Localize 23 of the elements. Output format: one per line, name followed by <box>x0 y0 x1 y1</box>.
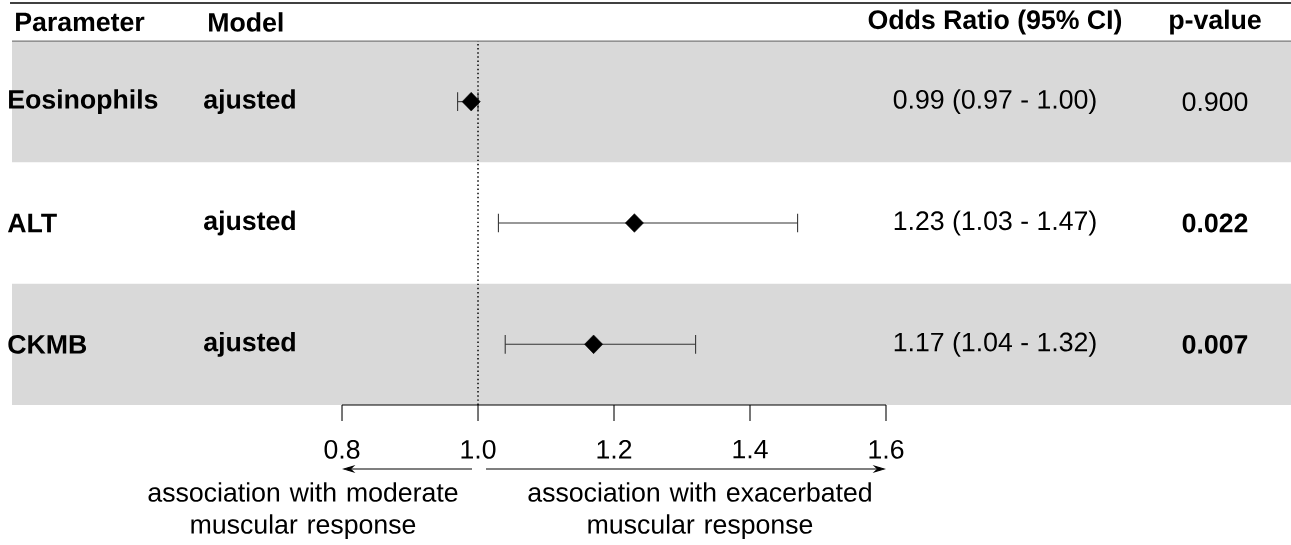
x-tick-label: 1.6 <box>869 439 904 459</box>
text: association with exacerbated muscular response <box>528 482 871 540</box>
text: Odds Ratio (95% CI) <box>868 9 1122 35</box>
text: 0.007 <box>1182 334 1248 354</box>
text: Model <box>209 12 283 32</box>
x-tick-label: 1.2 <box>597 439 632 459</box>
x-tick-label: 1.4 <box>733 439 768 459</box>
text: 0.022 <box>1182 213 1248 233</box>
data-label: 0.99 (0.97 - 1.00) <box>893 89 1096 115</box>
y-tick-label: CKMB <box>8 334 87 354</box>
x-tick-label: 1.0 <box>461 439 496 459</box>
text: 0.900 <box>1182 92 1248 112</box>
text: association with moderate muscular response <box>148 482 458 540</box>
y-tick-label: ALT <box>7 213 57 233</box>
text: ajusted <box>204 331 295 357</box>
text: p-value <box>1170 9 1261 35</box>
text: ajusted <box>204 210 295 236</box>
data-label: 1.23 (1.03 - 1.47) <box>894 210 1096 236</box>
text: Parameter <box>16 12 145 32</box>
y-tick-label: Eosinophils <box>9 89 158 115</box>
x-tick-label: 0.8 <box>324 439 360 459</box>
data-label: 1.17 (1.04 - 1.32) <box>894 331 1096 357</box>
text: ajusted <box>204 89 295 115</box>
